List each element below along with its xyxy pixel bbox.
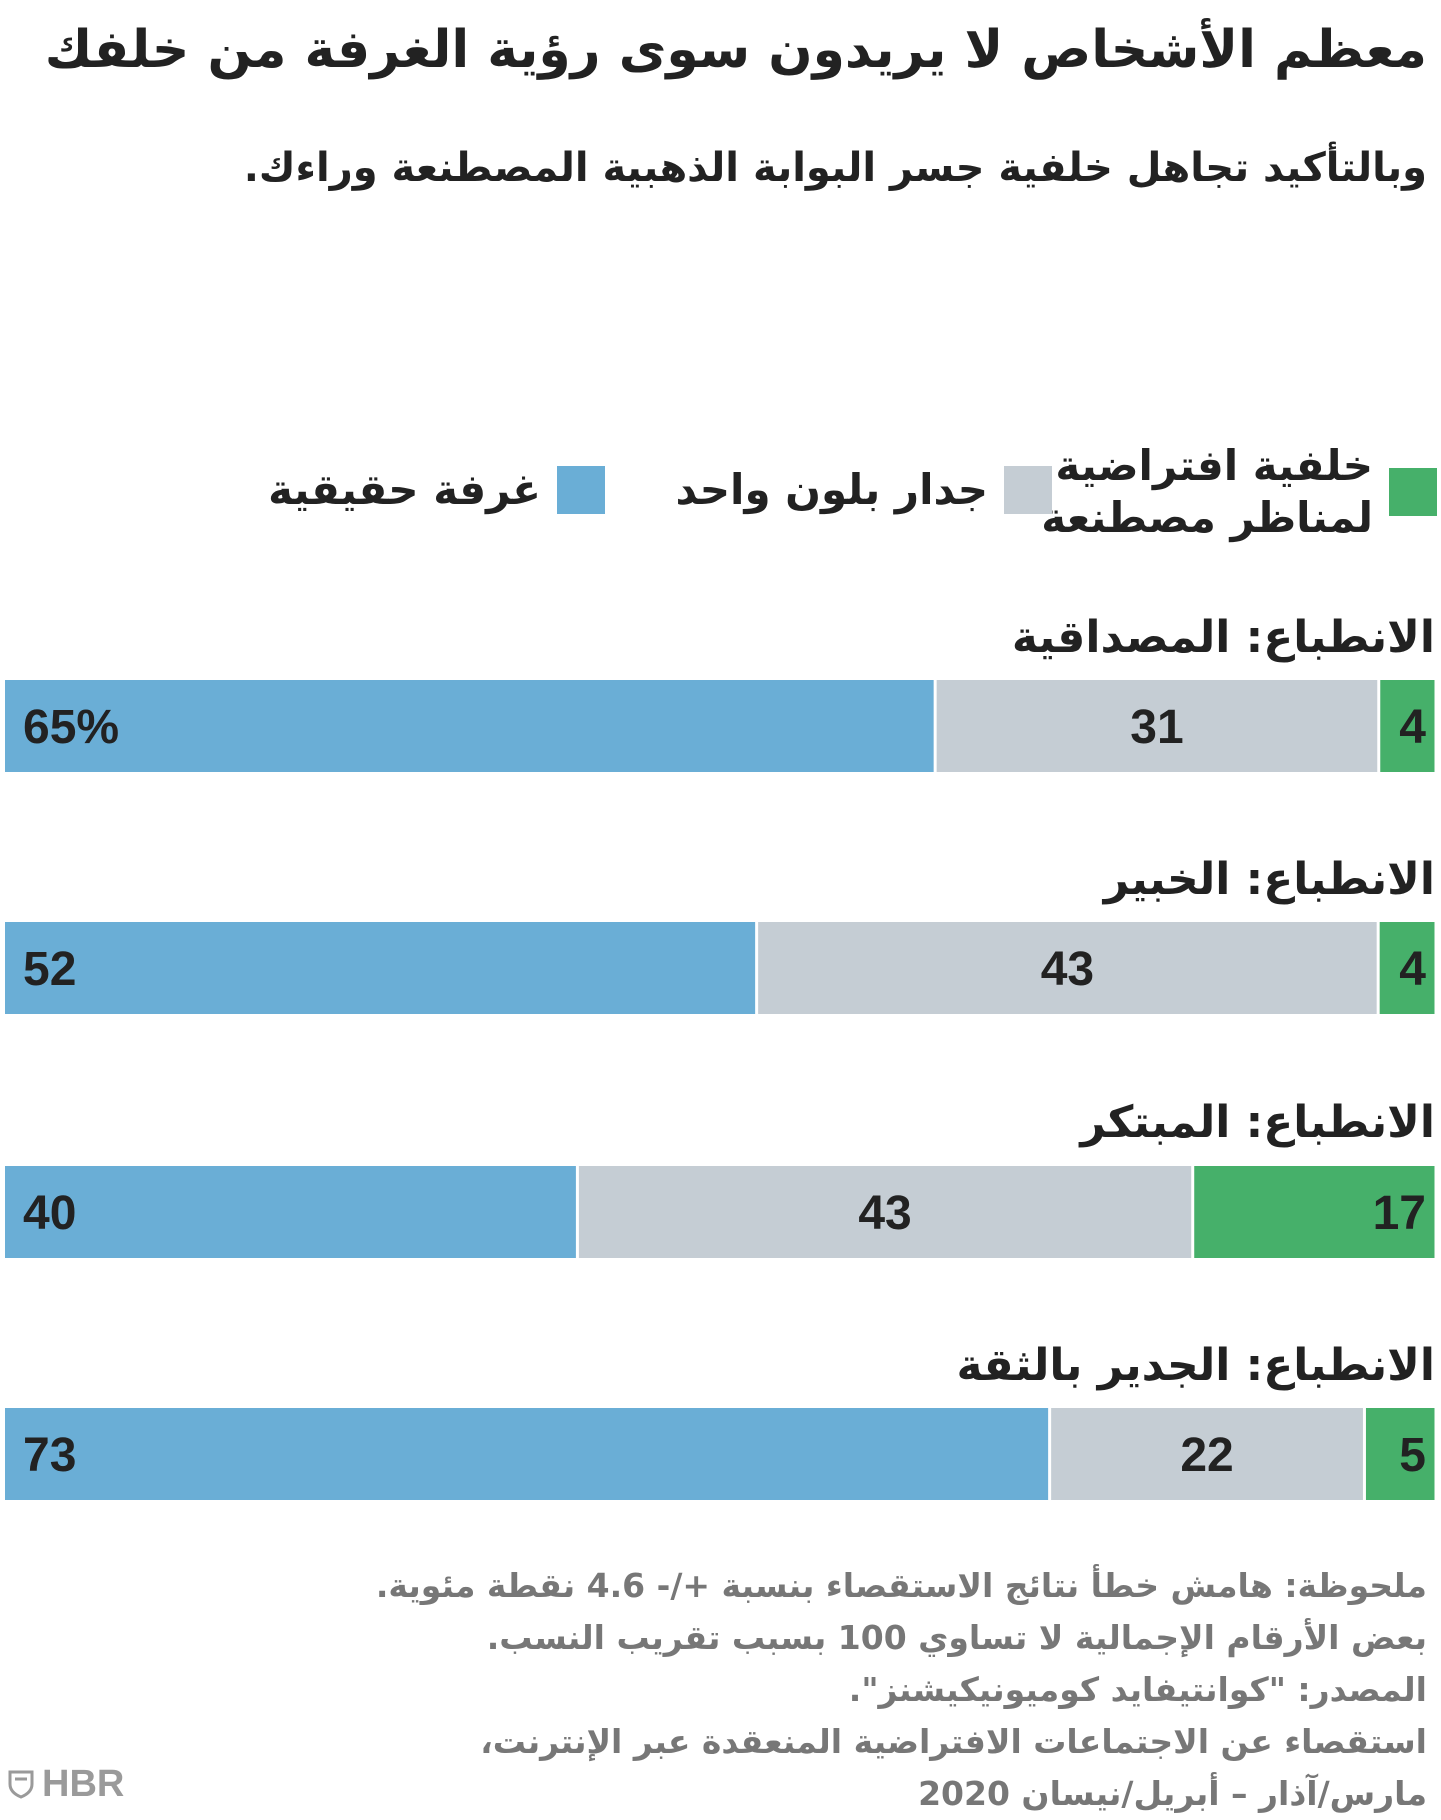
bar-segment <box>1051 1408 1363 1500</box>
legend-swatch-real-room <box>557 466 605 514</box>
legend-label-solid-wall: جدار بلون واحد <box>675 465 988 514</box>
chart-subtitle: وبالتأكيد تجاهل خلفية جسر البوابة الذهبي… <box>243 145 1427 191</box>
bar-value-label: 17 <box>1373 1187 1426 1240</box>
bar-value-label: 40 <box>23 1187 76 1240</box>
bar-segment <box>5 680 934 772</box>
bar-segment <box>1365 1408 1435 1500</box>
bar-segment <box>578 1166 1192 1258</box>
bar-segment <box>1194 1166 1435 1258</box>
legend-swatch-virtual <box>1389 468 1437 516</box>
legend-label-virtual-line1: خلفية افتراضية <box>1055 441 1373 490</box>
bar-value-label: 73 <box>23 1429 76 1482</box>
note-line-1: ملحوظة: هامش خطأ نتائج الاستقصاء بنسبة +… <box>375 1566 1427 1605</box>
bar-segment <box>1379 922 1435 1014</box>
category-label: الانطباع: الخبير <box>1103 854 1435 905</box>
bar-value-label: 43 <box>1041 943 1094 996</box>
bar-segment <box>5 1166 576 1258</box>
footer: ملحوظة: هامش خطأ نتائج الاستقصاء بنسبة +… <box>7 1560 1427 1820</box>
bar-segment <box>936 680 1378 772</box>
source-line-3: مارس/آذار – أبريل/نيسان 2020 <box>918 1774 1427 1813</box>
bar-value-label: 52 <box>23 943 76 996</box>
bar-value-label: 43 <box>858 1187 911 1240</box>
legend-swatch-solid-wall <box>1004 466 1052 514</box>
bar-value-label: 65% <box>23 701 119 754</box>
category-label: الانطباع: المبتكر <box>1080 1097 1435 1148</box>
category-label: الانطباع: المصداقية <box>1011 612 1435 663</box>
legend-label-virtual-line2: لمناظر مصطنعة <box>1041 493 1373 542</box>
chart-title: معظم الأشخاص لا يريدون سوى رؤية الغرفة م… <box>44 20 1427 80</box>
bar-value-label: 4 <box>1399 943 1426 996</box>
note-line-2: بعض الأرقام الإجمالية لا تساوي 100 بسبب … <box>486 1618 1427 1657</box>
category-label: الانطباع: الجدير بالثقة <box>956 1340 1436 1391</box>
legend-item-solid-wall: جدار بلون واحد <box>676 464 1052 516</box>
legend-item-virtual: خلفية افتراضية لمناظر مصطنعة <box>1041 440 1437 544</box>
legend-label-real-room: غرفة حقيقية <box>268 465 541 514</box>
hbr-shield-icon <box>8 1770 34 1799</box>
bar-segment <box>5 922 756 1014</box>
bar-value-label: 4 <box>1399 701 1426 754</box>
stacked-bar-chart: 4 31 65% 4 43 52 17 43 40 5 22 73 <box>5 680 1435 1500</box>
bar-segment <box>5 1408 1049 1500</box>
bar-segment <box>758 922 1377 1014</box>
hbr-logo: HBR <box>8 1760 124 1808</box>
source-line-1: المصدر: "كوانتيفايد كوميونيكيشنز". <box>848 1670 1427 1709</box>
legend-label-virtual: خلفية افتراضية لمناظر مصطنعة <box>1041 440 1373 544</box>
bar-segment <box>1380 680 1435 772</box>
legend: خلفية افتراضية لمناظر مصطنعة جدار بلون و… <box>7 440 1437 580</box>
bar-value-label: 22 <box>1180 1429 1233 1482</box>
bar-value-label: 31 <box>1130 701 1183 754</box>
legend-item-real-room: غرفة حقيقية <box>268 464 605 516</box>
source-line-2: استقصاء عن الاجتماعات الافتراضية المنعقد… <box>480 1722 1427 1761</box>
hbr-logo-text: HBR <box>42 1762 125 1805</box>
bar-value-label: 5 <box>1399 1429 1426 1482</box>
